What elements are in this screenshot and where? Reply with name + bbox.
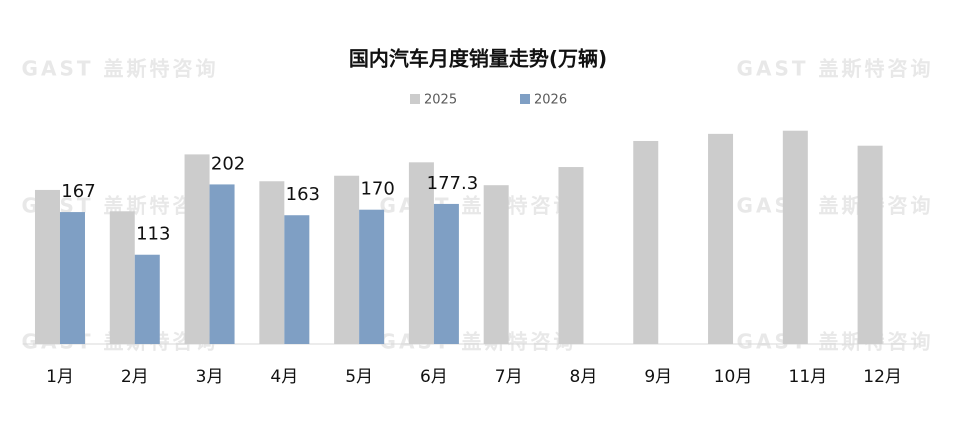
x-tick-label: 11月 <box>789 367 828 387</box>
watermark: GAST 盖斯特咨询 <box>737 330 934 354</box>
data-label: 113 <box>136 224 170 245</box>
bar <box>209 184 235 344</box>
bar <box>433 203 459 344</box>
bar <box>359 209 385 344</box>
x-tick-label: 1月 <box>46 367 74 387</box>
bar <box>59 212 85 344</box>
data-label: 177.3 <box>427 173 479 194</box>
data-label: 170 <box>360 179 394 200</box>
bar <box>284 215 310 344</box>
bar <box>558 167 584 344</box>
chart-title: 国内汽车月度销量走势(万辆) <box>349 47 607 71</box>
bar <box>259 181 285 344</box>
bar <box>708 133 734 344</box>
x-tick-label: 4月 <box>270 367 298 387</box>
bar <box>483 185 509 344</box>
watermark: GAST 盖斯特咨询 <box>737 57 934 81</box>
bar <box>109 211 135 344</box>
legend-swatch <box>520 94 530 104</box>
x-tick-label: 2月 <box>121 367 149 387</box>
bar <box>134 254 160 344</box>
bar <box>184 154 210 344</box>
legend-label: 2025 <box>424 93 457 108</box>
bar <box>408 162 434 344</box>
plot: 2025 2026 1月 167 2月 113 3月 202 4月 163 5月 170 6月 177.3… <box>22 93 920 387</box>
x-tick-label: 9月 <box>644 367 672 387</box>
x-tick-label: 5月 <box>345 367 373 387</box>
bar <box>34 189 60 344</box>
x-tick-label: 7月 <box>495 367 523 387</box>
watermark: GAST 盖斯特咨询 <box>737 194 934 218</box>
bar <box>782 130 808 344</box>
x-tick-label: 12月 <box>863 367 902 387</box>
data-label: 202 <box>211 153 245 174</box>
x-tick-label: 10月 <box>714 367 753 387</box>
x-tick-label: 6月 <box>420 367 448 387</box>
legend-swatch <box>410 94 420 104</box>
legend-label: 2026 <box>534 93 567 108</box>
data-label: 167 <box>61 181 95 202</box>
bar <box>334 175 360 344</box>
x-tick-label: 8月 <box>570 367 598 387</box>
x-tick-label: 3月 <box>196 367 224 387</box>
watermark: GAST 盖斯特咨询 <box>22 57 219 81</box>
data-label: 163 <box>286 184 320 205</box>
bar <box>633 140 659 344</box>
bar <box>857 145 883 344</box>
